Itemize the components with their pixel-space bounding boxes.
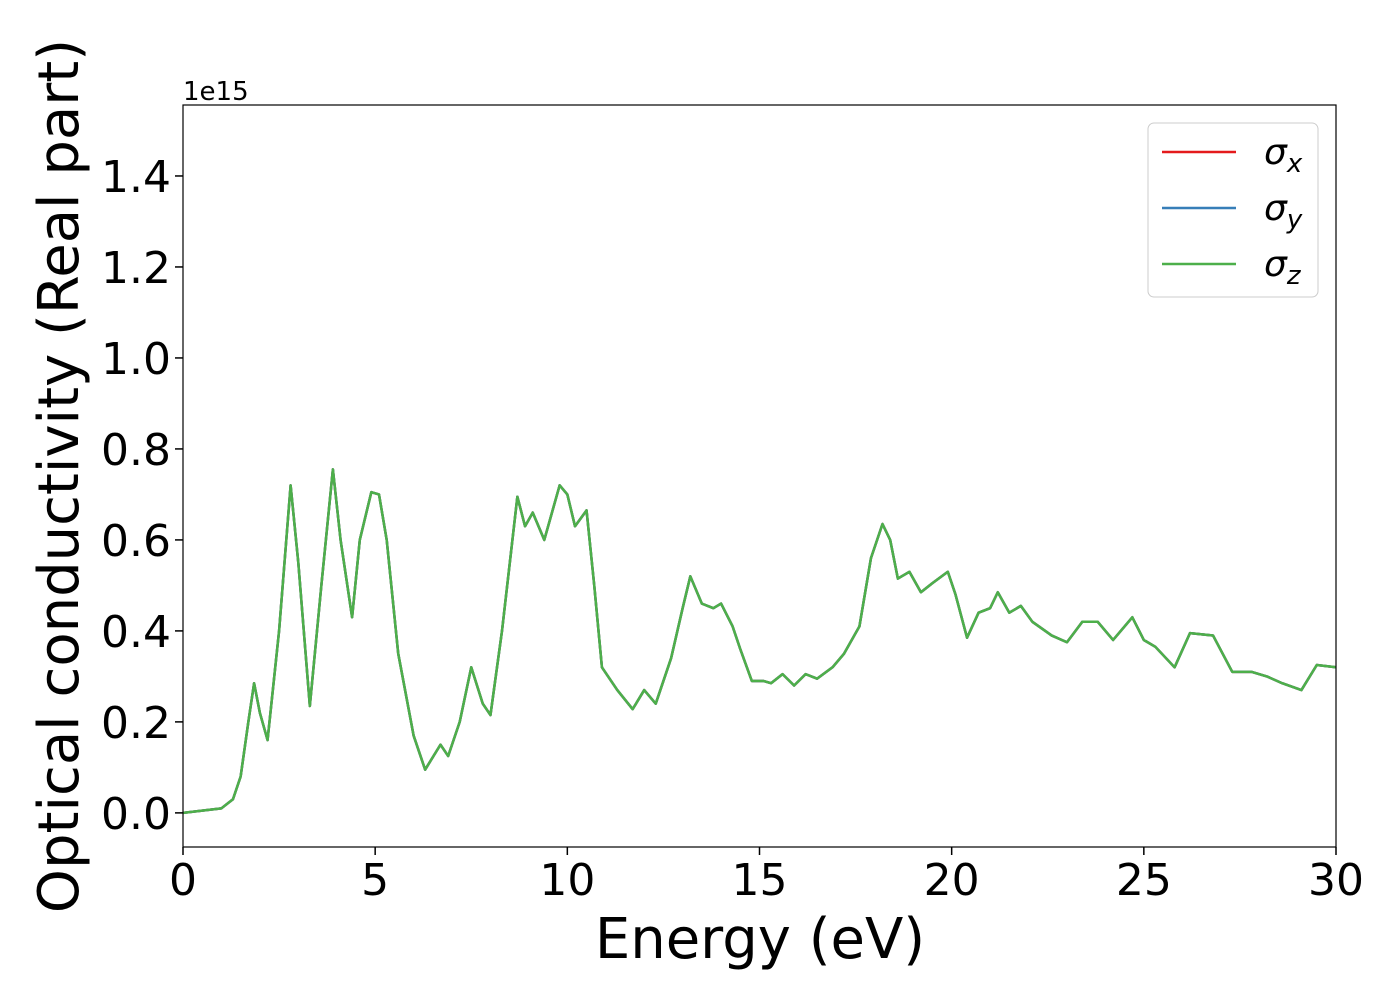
legend-label: σz [1264,244,1302,291]
x-tick-label: 15 [732,855,788,906]
x-tick-label: 10 [539,855,595,906]
series-line [183,468,1336,815]
legend-label: σy [1264,188,1303,235]
x-axis-label: Energy (eV) [595,907,925,972]
y-tick-label: 1.2 [101,243,171,294]
x-tick-label: 30 [1308,855,1364,906]
y-tick-label: 0.6 [101,516,171,567]
y-tick-label: 0.0 [101,789,171,840]
y-tick-label: 0.2 [101,698,171,749]
legend-box [1147,122,1319,298]
y-tick-label: 1.0 [101,334,171,385]
x-tick-label: 5 [361,855,389,906]
y-tick-label: 0.4 [101,607,171,658]
series-line [183,468,1336,815]
x-tick-label: 0 [169,855,197,906]
y-axis-label: Optical conductivity (Real part) [27,39,92,913]
plot-frame [182,104,1337,848]
y-tick-label: 1.4 [101,152,171,203]
x-tick-label: 20 [924,855,980,906]
legend-label: σx [1264,132,1303,179]
series-line [183,468,1336,815]
y-tick-label: 0.8 [101,425,171,476]
y-offset-label: 1e15 [183,77,249,107]
x-tick-label: 25 [1116,855,1172,906]
